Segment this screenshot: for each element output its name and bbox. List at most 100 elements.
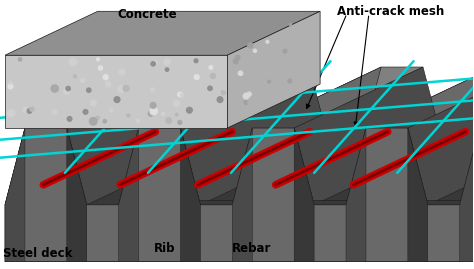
Circle shape [289,23,292,26]
Circle shape [240,108,245,113]
Polygon shape [460,128,474,262]
Circle shape [246,79,250,84]
Circle shape [119,69,125,75]
Circle shape [194,75,199,80]
Text: Rib: Rib [154,242,175,255]
Polygon shape [346,128,366,262]
Polygon shape [232,67,381,205]
Circle shape [243,93,249,99]
Circle shape [173,101,180,107]
Circle shape [123,86,129,91]
Polygon shape [294,128,314,262]
Circle shape [83,109,88,114]
Circle shape [210,73,216,79]
Circle shape [194,59,198,63]
Circle shape [73,75,76,78]
Circle shape [209,66,213,69]
Circle shape [99,66,102,70]
Circle shape [254,49,256,52]
Text: Concrete: Concrete [118,8,177,21]
Circle shape [178,92,182,97]
Circle shape [8,109,15,117]
Polygon shape [5,11,320,55]
Polygon shape [87,144,247,205]
Circle shape [96,116,99,120]
Circle shape [283,49,287,53]
Polygon shape [346,67,474,205]
Circle shape [288,79,292,83]
Circle shape [106,82,111,87]
Circle shape [208,86,212,90]
Polygon shape [67,128,87,262]
Polygon shape [67,67,216,205]
Circle shape [236,55,240,60]
Circle shape [109,109,112,112]
Text: Steel deck: Steel deck [3,247,73,260]
Circle shape [23,107,27,112]
Circle shape [151,88,154,91]
Circle shape [258,57,261,59]
Polygon shape [5,128,25,262]
Circle shape [248,100,253,105]
Circle shape [238,71,243,76]
Circle shape [187,107,192,113]
Polygon shape [201,144,361,205]
Polygon shape [460,67,474,205]
Circle shape [162,112,165,116]
Circle shape [53,110,57,114]
Circle shape [51,85,58,92]
Polygon shape [252,67,423,128]
Circle shape [9,81,12,84]
Circle shape [181,93,184,97]
Circle shape [18,58,22,61]
Polygon shape [5,55,228,128]
Polygon shape [228,11,320,128]
Polygon shape [181,67,329,205]
Circle shape [118,86,124,92]
Polygon shape [294,67,443,205]
Polygon shape [232,128,252,262]
Circle shape [97,58,100,61]
Polygon shape [118,67,267,205]
Circle shape [8,84,13,89]
Circle shape [27,109,32,113]
Circle shape [64,89,70,95]
Circle shape [164,59,170,65]
Circle shape [221,91,225,95]
Polygon shape [408,128,428,262]
Circle shape [150,102,156,108]
Circle shape [239,89,243,92]
Circle shape [103,75,108,80]
Circle shape [150,108,157,115]
Circle shape [268,80,271,83]
Circle shape [148,111,154,116]
Circle shape [264,72,268,77]
Circle shape [69,58,77,65]
Circle shape [81,78,84,82]
Circle shape [166,118,172,123]
Polygon shape [314,144,474,205]
Polygon shape [428,144,474,205]
Circle shape [247,92,251,96]
Circle shape [66,86,70,91]
Polygon shape [5,67,154,205]
Polygon shape [5,201,474,262]
Circle shape [114,97,120,102]
Polygon shape [366,67,474,128]
Circle shape [87,88,91,92]
Circle shape [151,62,155,66]
Circle shape [258,86,263,90]
Circle shape [217,97,223,102]
Polygon shape [138,67,310,128]
Polygon shape [181,128,201,262]
Circle shape [90,100,96,106]
Circle shape [67,116,72,121]
Text: Rebar: Rebar [232,242,271,255]
Circle shape [127,114,130,117]
Circle shape [154,61,157,65]
Polygon shape [25,67,196,128]
Polygon shape [5,128,474,262]
Circle shape [103,120,106,123]
Circle shape [90,118,97,125]
Circle shape [175,114,178,116]
